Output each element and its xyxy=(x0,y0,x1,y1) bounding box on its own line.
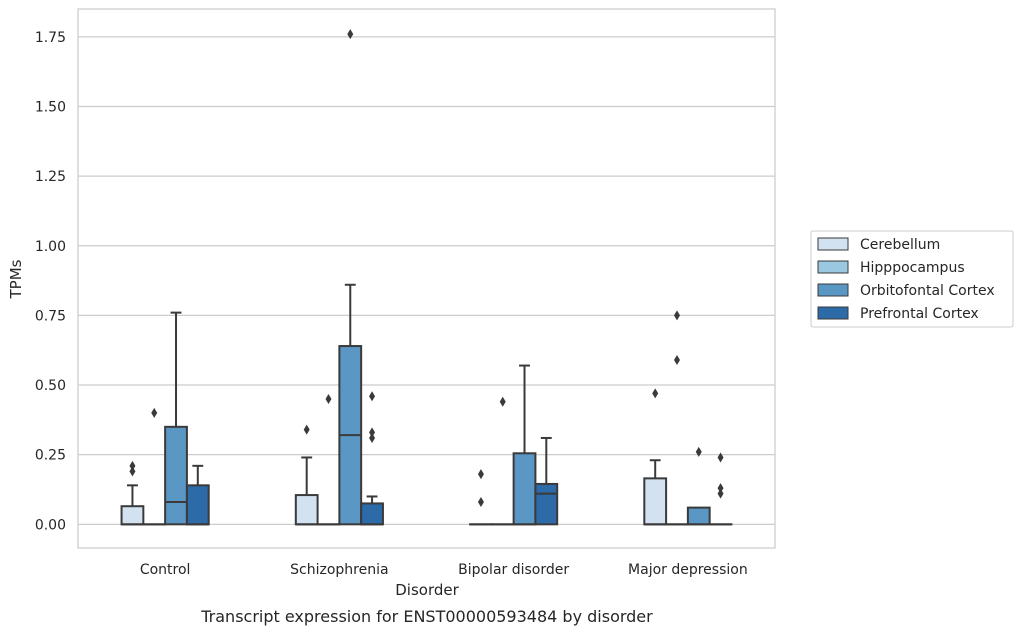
x-tick-label: Bipolar disorder xyxy=(458,562,569,578)
y-axis-title: TPMs xyxy=(7,259,25,299)
box-hipppocampus xyxy=(665,310,689,526)
box-hipppocampus xyxy=(142,407,167,526)
outlier-point xyxy=(369,427,376,438)
box-orbitofontal-cortex xyxy=(164,311,188,526)
y-tick-label: 0.25 xyxy=(35,448,66,464)
outlier-point xyxy=(325,393,332,404)
legend-label: Cerebellum xyxy=(860,237,940,253)
outlier-point xyxy=(477,497,484,508)
outlier-point xyxy=(129,466,136,477)
box-body xyxy=(534,482,559,526)
y-tick-label: 0.75 xyxy=(35,308,66,324)
outlier-point xyxy=(129,460,136,471)
outlier-point xyxy=(499,396,506,407)
box-body xyxy=(686,506,711,526)
box-body xyxy=(164,425,188,526)
box-cerebellum xyxy=(120,460,145,526)
y-tick-label: 0.00 xyxy=(35,517,66,533)
box-body xyxy=(512,452,537,526)
box-body xyxy=(294,494,319,526)
x-tick-label: Major depression xyxy=(628,562,748,578)
box-prefrontal-cortex xyxy=(534,436,559,526)
outlier-point xyxy=(673,310,680,321)
chart-caption: Transcript expression for ENST0000059348… xyxy=(200,607,653,626)
legend-label: Orbitofontal Cortex xyxy=(860,283,995,299)
legend-swatch xyxy=(817,260,849,274)
box-cerebellum xyxy=(469,469,493,526)
legend-label: Prefrontal Cortex xyxy=(860,306,979,322)
box-orbitofontal-cortex xyxy=(512,364,537,526)
outlier-point xyxy=(673,354,680,365)
outlier-point xyxy=(717,488,724,499)
box-groups xyxy=(120,29,733,526)
box-orbitofontal-cortex xyxy=(338,29,363,526)
outlier-point xyxy=(717,452,724,463)
box-orbitofontal-cortex xyxy=(686,446,711,526)
box-body xyxy=(643,477,668,526)
box-prefrontal-cortex xyxy=(360,391,384,526)
legend-frame xyxy=(810,230,1014,328)
outlier-point xyxy=(369,391,376,402)
box-cerebellum xyxy=(643,388,668,526)
outlier-point xyxy=(652,388,659,399)
x-axis-ticks: Control Schizophrenia Bipolar disorder Majo… xyxy=(140,562,748,578)
box-prefrontal-cortex xyxy=(185,464,210,526)
box-prefrontal-cortex xyxy=(708,452,733,526)
legend-label: Hipppocampus xyxy=(860,260,965,276)
y-tick-label: 1.25 xyxy=(35,169,66,185)
x-tick-label: Control xyxy=(140,562,191,578)
legend-swatch xyxy=(817,237,849,251)
y-tick-label: 0.50 xyxy=(35,378,66,394)
legend-swatch xyxy=(817,306,849,320)
y-axis-ticks: 0.00 0.25 0.50 0.75 1.00 1.25 1.50 1.75 xyxy=(35,30,66,533)
outlier-point xyxy=(303,424,310,435)
box-body xyxy=(120,505,145,526)
legend-swatch xyxy=(817,283,849,297)
plot-area xyxy=(77,8,776,549)
y-tick-label: 1.00 xyxy=(35,239,66,255)
x-axis-title: Disorder xyxy=(395,581,459,599)
outlier-point xyxy=(369,432,376,443)
outlier-point xyxy=(347,29,354,40)
box-cerebellum xyxy=(294,424,319,526)
legend: Cerebellum Hipppocampus Orbitofontal Corte… xyxy=(810,230,1014,328)
box-body xyxy=(360,502,384,526)
outlier-point xyxy=(151,407,158,418)
y-tick-label: 1.75 xyxy=(35,30,66,46)
outlier-point xyxy=(695,446,702,457)
x-tick-label: Schizophrenia xyxy=(290,562,388,578)
y-tick-label: 1.50 xyxy=(35,99,66,115)
outlier-point xyxy=(717,483,724,494)
outlier-point xyxy=(477,469,484,480)
box-body xyxy=(185,484,210,526)
